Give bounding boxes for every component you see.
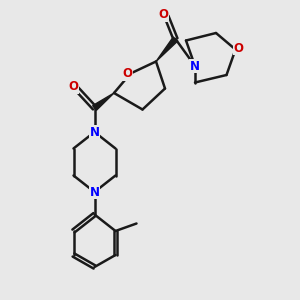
Text: O: O (158, 8, 169, 22)
Text: N: N (190, 59, 200, 73)
Text: O: O (68, 80, 79, 94)
Text: O: O (233, 41, 244, 55)
Text: N: N (89, 185, 100, 199)
Polygon shape (156, 37, 178, 62)
Text: N: N (89, 125, 100, 139)
Polygon shape (93, 93, 114, 110)
Text: O: O (122, 67, 132, 80)
